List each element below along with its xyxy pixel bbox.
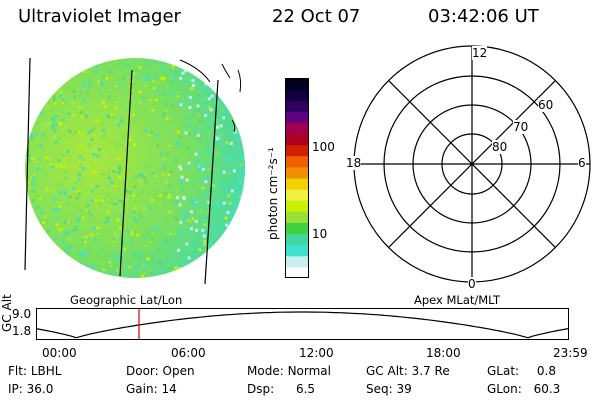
colorbar-segment [285, 244, 309, 257]
longitude-line [119, 69, 133, 277]
status-seq: Seq: 39 [366, 382, 412, 396]
status-dsp: Dsp: 6.5 [247, 382, 316, 396]
status-mode: Mode: Normal [247, 364, 331, 378]
colorbar-segment [285, 189, 309, 201]
colorbar-segment [285, 100, 309, 112]
geographic-caption: Geographic Lat/Lon [70, 293, 183, 307]
altitude-xtick: 23:59 [553, 346, 588, 360]
colorbar-unit-label: photon cm⁻²s⁻¹ [266, 147, 280, 240]
time-label: 03:42:06 UT [428, 6, 539, 27]
colorbar-segment [285, 255, 309, 268]
altitude-ytick-low: 1.8 [12, 324, 32, 338]
altitude-ytick-high: 9.0 [12, 307, 32, 321]
longitude-line [204, 79, 219, 285]
status-gc-alt: GC Alt: 3.7 Re [366, 364, 450, 378]
status-door: Door: Open [126, 364, 195, 378]
colorbar-segment [285, 166, 309, 179]
colorbar-segment [285, 266, 309, 278]
coastline [237, 69, 242, 93]
colorbar-segment [285, 133, 309, 146]
mlt-label-18: 18 [346, 156, 362, 170]
status-glat: GLat: 0.8 [487, 364, 557, 378]
colorbar-tick-high: 100 [312, 140, 335, 154]
altitude-xtick: 18:00 [426, 346, 461, 360]
status-gain: Gain: 14 [126, 382, 177, 396]
apex-polar-grid [353, 45, 591, 283]
colorbar-tick-low: 10 [312, 227, 328, 241]
lat-label-60: 60 [538, 98, 554, 112]
colorbar-segment [285, 111, 309, 123]
colorbar-segment [285, 233, 309, 246]
altitude-plot [36, 308, 569, 340]
altitude-xtick: 00:00 [42, 346, 77, 360]
colorbar [285, 78, 309, 278]
app-title: Ultraviolet Imager [18, 6, 181, 27]
colorbar-segment [285, 200, 309, 212]
colorbar-segment [285, 178, 309, 190]
lat-label-70: 70 [513, 120, 529, 134]
colorbar-segment [285, 155, 309, 168]
mlt-label-0: 0 [468, 277, 476, 291]
longitude-line [24, 57, 31, 271]
colorbar-segment [285, 144, 309, 157]
lat-label-80: 80 [492, 140, 508, 154]
colorbar-segment [285, 122, 309, 135]
coastline [231, 119, 236, 133]
colorbar-segment [285, 89, 309, 101]
altitude-xtick: 06:00 [171, 346, 206, 360]
date-label: 22 Oct 07 [272, 6, 361, 27]
colorbar-segment [285, 222, 309, 235]
uv-earth-image [24, 57, 245, 285]
status-flt: Flt: LBHL [8, 364, 62, 378]
apex-caption: Apex MLat/MLT [414, 293, 501, 307]
mlt-label-6: 6 [578, 156, 586, 170]
colorbar-segment [285, 211, 309, 223]
mlt-label-12: 12 [472, 46, 488, 60]
status-ip: IP: 36.0 [8, 382, 54, 396]
colorbar-segment [285, 78, 309, 90]
coastline [221, 63, 231, 79]
status-glon: GLon: 60.3 [487, 382, 561, 396]
altitude-xtick: 12:00 [299, 346, 334, 360]
coastline [179, 59, 211, 83]
altitude-curve [36, 311, 569, 339]
